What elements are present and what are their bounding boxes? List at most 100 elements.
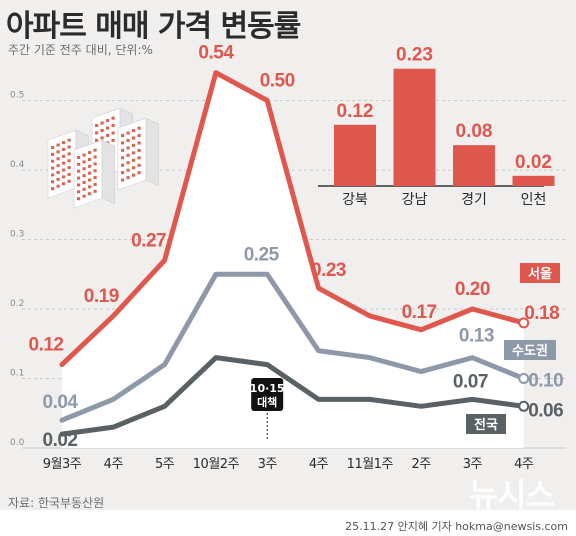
building-window — [121, 171, 125, 175]
building-window — [82, 174, 86, 178]
building-window — [88, 157, 92, 161]
building-window — [106, 133, 110, 137]
building-window — [137, 141, 141, 145]
building-window — [132, 129, 136, 133]
policy-annotation-text: 10·15 — [250, 382, 285, 395]
x-tick-label: 3주 — [258, 457, 278, 472]
bar-3 — [512, 175, 555, 186]
building-window — [132, 158, 136, 162]
source-note: 자료: 한국부동산원 — [8, 496, 105, 510]
x-tick-label: 10월2주 — [193, 457, 240, 472]
building-window — [77, 183, 81, 187]
building-window — [62, 161, 66, 165]
building-window — [100, 121, 104, 125]
page-title: 아파트 매매 가격 변동률 — [6, 9, 301, 44]
nation-legend-label: 전국 — [474, 417, 498, 433]
y-tick-label: 0.2 — [10, 299, 24, 309]
x-tick-label: 3주 — [463, 457, 483, 472]
building-side — [145, 117, 159, 187]
nation-end-marker — [518, 400, 530, 412]
building-window — [100, 136, 104, 140]
y-tick-label: 0.3 — [10, 230, 24, 240]
building-window — [132, 173, 136, 177]
seoul-data-label: 0.23 — [311, 260, 346, 281]
building-window — [126, 153, 130, 157]
bar-value-label: 0.23 — [396, 45, 433, 66]
building-window — [126, 131, 130, 135]
building-window — [51, 159, 55, 163]
building-window — [95, 138, 99, 142]
building-window — [132, 151, 136, 155]
seoul-data-label: 0.20 — [455, 279, 490, 300]
building-window — [121, 134, 125, 137]
building-window — [51, 146, 55, 149]
building-window — [62, 168, 66, 172]
building-window — [137, 156, 141, 160]
building-window — [82, 167, 86, 171]
building-window — [111, 138, 115, 142]
building-window — [67, 159, 71, 163]
building-window — [137, 134, 141, 138]
building-window — [67, 138, 71, 142]
building-window — [56, 184, 60, 188]
building-window — [121, 178, 125, 182]
bar-category-label: 경기 — [461, 192, 487, 208]
building-window — [121, 156, 125, 160]
building-window — [126, 176, 130, 180]
building-window — [137, 126, 141, 130]
building-window — [82, 180, 86, 184]
capital-end-marker — [518, 373, 530, 384]
building-window — [93, 169, 97, 173]
building-window — [67, 166, 71, 170]
building-window — [93, 189, 97, 193]
building-window — [56, 157, 60, 161]
building-window — [51, 166, 55, 170]
nation-data-label: 0.02 — [43, 430, 78, 451]
bar-value-label: 0.08 — [456, 121, 493, 142]
capital-data-label: 0.13 — [459, 326, 494, 347]
seoul-data-label: 0.19 — [84, 286, 119, 307]
building-window — [121, 148, 125, 152]
building-window — [77, 190, 81, 194]
x-tick-label: 2주 — [411, 457, 431, 472]
seoul-legend-label: 서울 — [528, 266, 552, 282]
building-window — [137, 171, 141, 175]
seoul-legend-box — [520, 263, 560, 283]
building-window — [132, 143, 136, 147]
building-window — [88, 171, 92, 175]
bar-category-label: 강북 — [342, 192, 368, 208]
footer-strip — [0, 510, 576, 536]
building-window — [51, 180, 55, 184]
seoul-area-fill — [62, 72, 524, 448]
building-window — [132, 166, 136, 170]
building-window — [95, 124, 99, 127]
building-window — [100, 128, 104, 132]
building-window — [93, 148, 97, 152]
capital-data-label: 0.25 — [244, 244, 280, 265]
building-window — [93, 162, 97, 166]
building-window — [62, 175, 66, 179]
y-tick-label: 0.4 — [10, 160, 25, 170]
building-window — [77, 169, 81, 173]
building-window — [106, 119, 110, 123]
capital-data-label: 0.10 — [528, 371, 563, 392]
building-window — [93, 182, 97, 186]
building-window — [56, 150, 60, 154]
nation-line — [59, 355, 527, 437]
seoul-data-label: 0.18 — [524, 303, 559, 324]
building-window — [77, 176, 81, 180]
building-window — [88, 185, 92, 189]
building-window — [67, 152, 71, 156]
x-tick-label: 4주 — [514, 457, 534, 472]
building-window — [111, 116, 115, 120]
building-window — [93, 155, 97, 159]
capital-legend-label: 수도권 — [512, 344, 548, 359]
bar-1 — [393, 68, 436, 186]
building-window — [137, 163, 141, 167]
building-side — [101, 139, 115, 205]
building-window — [82, 187, 86, 191]
building-window — [111, 124, 115, 128]
x-tick-label: 5주 — [155, 457, 175, 472]
